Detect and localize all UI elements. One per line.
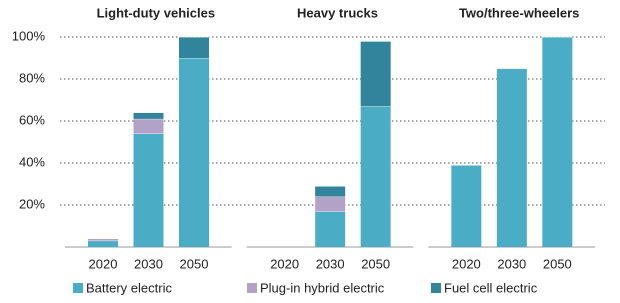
y-tick-label: 60% — [19, 112, 45, 127]
y-tick-label: 80% — [19, 70, 45, 85]
bar-segment — [315, 211, 346, 247]
x-tick-label: 2030 — [497, 256, 526, 271]
bar-segment — [179, 58, 209, 247]
y-tick-label: 100% — [12, 28, 46, 43]
x-tick-label: 2030 — [316, 256, 345, 271]
panel-title: Heavy trucks — [297, 5, 378, 20]
legend-label: Plug-in hybrid electric — [260, 280, 385, 295]
x-tick-label: 2050 — [361, 256, 390, 271]
bar-segment — [496, 68, 527, 247]
bar-segment — [542, 37, 573, 247]
bar-segment — [360, 41, 391, 107]
bar-segment — [360, 106, 391, 247]
x-tick-label: 2020 — [452, 256, 481, 271]
legend-swatch — [73, 283, 83, 293]
bar-segment — [88, 240, 118, 247]
legend-label: Battery electric — [86, 280, 172, 295]
legend-label: Fuel cell electric — [444, 280, 538, 295]
y-tick-label: 20% — [19, 196, 45, 211]
x-tick-label: 2030 — [134, 256, 163, 271]
panel-title: Two/three-wheelers — [459, 5, 579, 20]
x-tick-label: 2020 — [89, 256, 118, 271]
bar-segment — [315, 186, 346, 197]
legend-swatch — [247, 283, 257, 293]
bar-segment — [451, 165, 482, 247]
x-tick-label: 2050 — [543, 256, 572, 271]
bar-segment — [179, 37, 209, 58]
bar-segment — [133, 118, 164, 134]
panel-title: Light-duty vehicles — [97, 5, 215, 20]
bar-segment — [133, 133, 164, 247]
x-tick-label: 2050 — [180, 256, 209, 271]
bar-segment — [133, 112, 164, 119]
bar-segment — [315, 196, 346, 212]
legend-swatch — [431, 283, 441, 293]
x-tick-label: 2020 — [270, 256, 299, 271]
y-tick-label: 40% — [19, 154, 45, 169]
bar-segment — [88, 238, 118, 241]
